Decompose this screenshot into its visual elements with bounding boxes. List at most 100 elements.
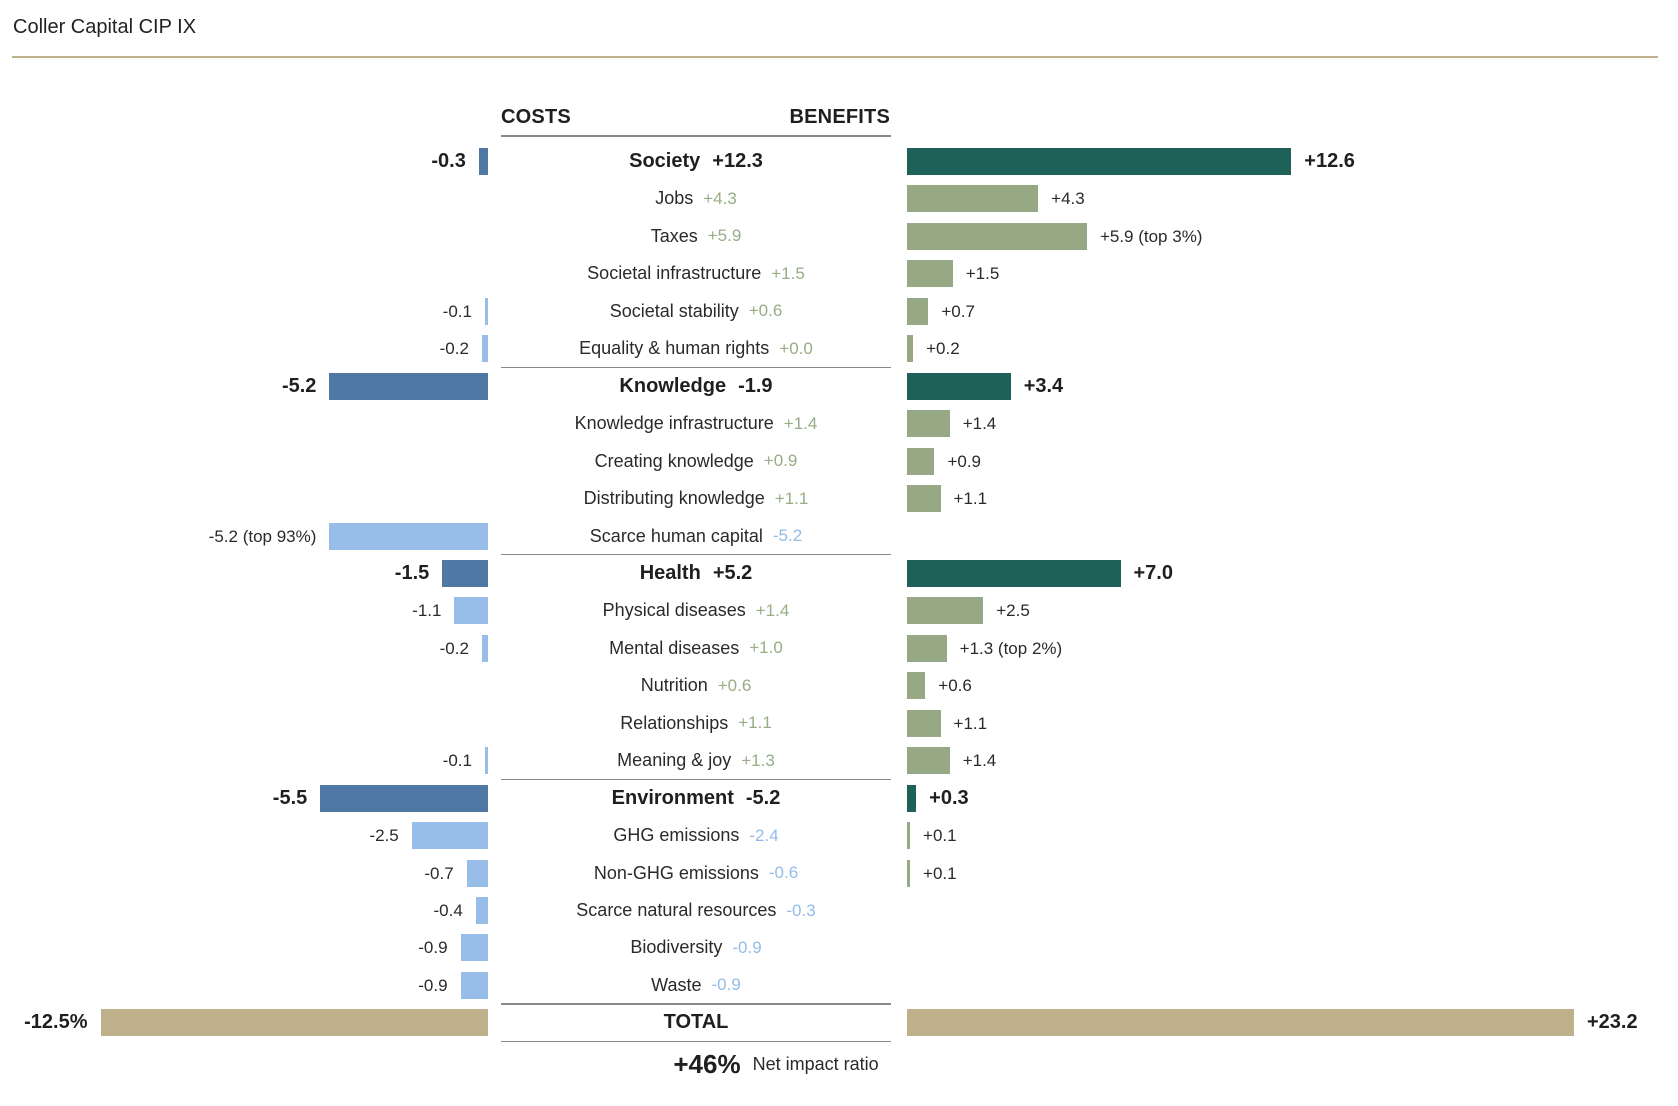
section-divider xyxy=(501,1040,891,1043)
benefit-value-label: +1.4 xyxy=(962,751,997,771)
net-impact-value: +46% xyxy=(673,1048,741,1079)
net-value: -5.2 xyxy=(745,786,781,809)
row-label: Knowledge infrastructure +1.4 xyxy=(501,405,891,442)
net-value: -0.6 xyxy=(768,863,799,883)
cost-bar xyxy=(460,971,488,999)
category-name: Knowledge xyxy=(619,374,727,397)
benefit-bar xyxy=(907,747,950,775)
category-name: Equality & human rights xyxy=(579,338,770,359)
category-name: Biodiversity xyxy=(630,937,723,958)
category-name: Society xyxy=(629,150,701,172)
row-label: Biodiversity -0.9 xyxy=(501,929,891,966)
row-label: Equality & human rights +0.0 xyxy=(501,330,891,367)
cost-value-label: -0.9 xyxy=(418,938,448,958)
net-value: -1.9 xyxy=(738,374,773,397)
cost-value-label: -0.4 xyxy=(433,901,463,920)
cost-value-label: -0.1 xyxy=(442,301,472,321)
category-name: Taxes xyxy=(650,225,698,246)
category-name: Waste xyxy=(651,974,702,995)
category-name: Distributing knowledge xyxy=(583,488,765,509)
row-label: Health +5.2 xyxy=(501,555,891,592)
cost-bar xyxy=(478,148,488,175)
category-name: Societal infrastructure xyxy=(587,263,762,284)
net-value: +5.9 xyxy=(707,226,742,246)
item-row-mental-diseases: Mental diseases +1.0 -0.2 +1.3 (top 2%) xyxy=(0,630,1678,667)
benefit-bar xyxy=(907,485,941,513)
net-value: +4.3 xyxy=(703,188,737,208)
item-row-distributing-knowledge: Distributing knowledge +1.1 +1.1 xyxy=(0,480,1678,517)
benefit-value-label: +3.4 xyxy=(1023,374,1064,397)
item-row-ghg-emissions: GHG emissions -2.4 -2.5 +0.1 xyxy=(0,817,1678,854)
benefit-value-label: +4.3 xyxy=(1051,189,1085,209)
benefit-bar xyxy=(907,597,984,625)
cost-bar xyxy=(411,822,488,850)
group-row-health: Health +5.2 -1.5 +7.0 xyxy=(0,555,1678,592)
cost-value-label: -5.2 xyxy=(281,374,317,397)
row-label: Nutrition +0.6 xyxy=(501,667,891,704)
category-name: Relationships xyxy=(620,712,729,733)
chart-title: Coller Capital CIP IX xyxy=(13,16,197,38)
category-name: TOTAL xyxy=(663,1011,729,1034)
benefit-value-label: +0.1 xyxy=(923,863,957,883)
row-label: Waste -0.9 xyxy=(501,967,891,1004)
cost-bar xyxy=(481,335,488,363)
cost-value-label: -0.2 xyxy=(439,638,469,658)
cost-bar xyxy=(460,934,488,962)
category-name: Knowledge infrastructure xyxy=(574,413,774,434)
cost-bar xyxy=(329,522,488,550)
net-value: +1.1 xyxy=(738,713,772,733)
benefit-value-label: +1.3 (top 2%) xyxy=(959,638,1063,658)
category-name: Meaning & joy xyxy=(617,750,732,771)
benefit-bar xyxy=(907,410,950,438)
cost-bar xyxy=(442,559,488,587)
row-label: Environment -5.2 xyxy=(501,780,891,817)
category-name: Physical diseases xyxy=(602,600,746,621)
net-value: +0.0 xyxy=(779,338,813,358)
row-label: Distributing knowledge +1.1 xyxy=(501,480,891,517)
net-value: +1.3 xyxy=(741,750,775,770)
section-divider xyxy=(501,1003,891,1005)
item-row-taxes: Taxes +5.9 +5.9 (top 3%) xyxy=(0,218,1678,255)
cost-value-label: -0.1 xyxy=(442,751,472,771)
cost-value-label: -1.5 xyxy=(394,561,430,584)
benefit-bar xyxy=(907,148,1292,175)
item-row-equality-and-human-rights: Equality & human rights +0.0 -0.2 +0.2 xyxy=(0,330,1678,367)
row-label: Scarce natural resources -0.3 xyxy=(501,892,891,929)
cost-bar xyxy=(100,1009,488,1037)
row-label: Jobs +4.3 xyxy=(501,180,891,217)
row-label: Physical diseases +1.4 xyxy=(501,592,891,629)
item-row-jobs: Jobs +4.3 +4.3 xyxy=(0,180,1678,217)
row-label: Mental diseases +1.0 xyxy=(501,630,891,667)
net-value: +1.1 xyxy=(774,488,809,508)
net-value: +1.4 xyxy=(783,413,818,433)
row-label: Knowledge -1.9 xyxy=(501,368,891,405)
net-value: -2.4 xyxy=(749,825,779,845)
benefit-bar xyxy=(907,709,941,737)
benefit-bar xyxy=(907,672,926,700)
net-value: +0.6 xyxy=(748,301,783,321)
item-row-relationships: Relationships +1.1 +1.1 xyxy=(0,705,1678,742)
costs-header: COSTS xyxy=(501,106,571,128)
cost-value-label: -0.2 xyxy=(439,339,469,359)
benefit-value-label: +1.4 xyxy=(962,414,997,434)
group-row-society: Society +12.3 -0.3 +12.6 xyxy=(0,143,1678,180)
item-row-physical-diseases: Physical diseases +1.4 -1.1 +2.5 xyxy=(0,592,1678,629)
row-label: TOTAL xyxy=(501,1004,891,1041)
net-value: +12.3 xyxy=(712,150,763,172)
item-row-nutrition: Nutrition +0.6 +0.6 xyxy=(0,667,1678,704)
net-value: +1.5 xyxy=(771,263,805,283)
benefit-value-label: +0.3 xyxy=(929,786,969,809)
cost-value-label: -2.5 xyxy=(369,826,399,846)
item-row-non-ghg-emissions: Non-GHG emissions -0.6 -0.7 +0.1 xyxy=(0,855,1678,892)
cost-bar xyxy=(466,859,488,887)
cost-bar xyxy=(475,897,488,924)
row-label: Creating knowledge +0.9 xyxy=(501,443,891,480)
category-name: Societal stability xyxy=(609,300,739,321)
cost-value-label: -12.5% xyxy=(24,1011,88,1034)
row-label: Non-GHG emissions -0.6 xyxy=(501,855,891,892)
benefit-bar xyxy=(907,559,1121,587)
benefit-bar xyxy=(907,822,911,850)
category-name: Creating knowledge xyxy=(594,450,754,471)
item-row-scarce-natural-resources: Scarce natural resources -0.3 -0.4 xyxy=(0,892,1678,929)
item-row-societal-stability: Societal stability +0.6 -0.1 +0.7 xyxy=(0,293,1678,330)
